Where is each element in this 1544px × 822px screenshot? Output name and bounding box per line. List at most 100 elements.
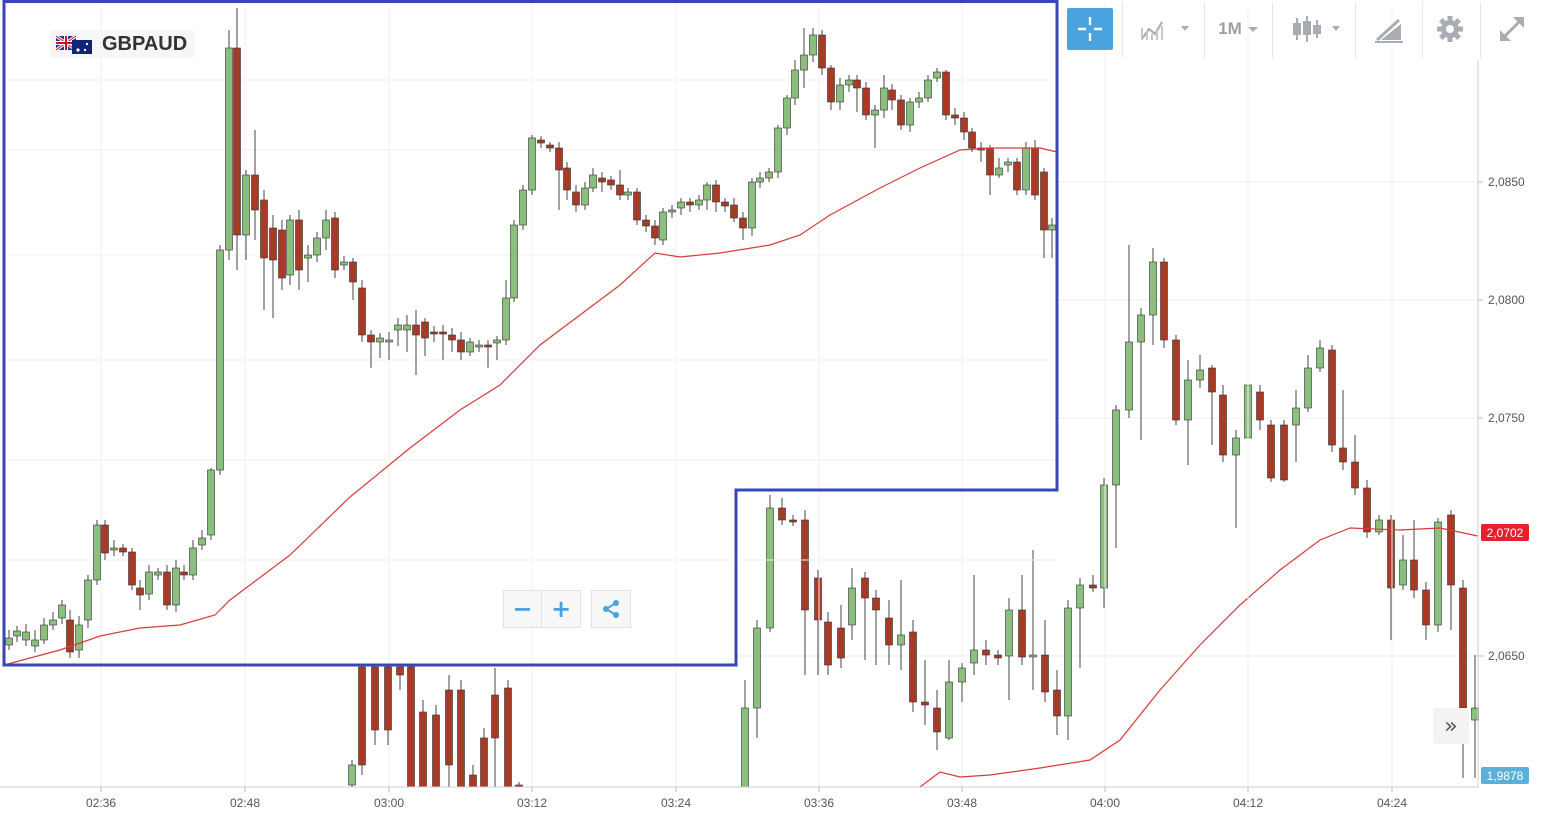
candle-down bbox=[371, 660, 379, 745]
candle-up bbox=[493, 336, 501, 360]
time-tick-label: 04:12 bbox=[1233, 796, 1263, 810]
candle-down bbox=[827, 65, 835, 110]
candle-up bbox=[31, 630, 39, 652]
candle-up bbox=[394, 318, 402, 346]
candle-up bbox=[313, 232, 321, 262]
candle-down bbox=[1351, 435, 1359, 495]
candle-up bbox=[242, 170, 250, 260]
candle-down bbox=[278, 220, 286, 290]
candle-up bbox=[1022, 142, 1030, 195]
symbol-name: GBPAUD bbox=[102, 32, 188, 55]
candle-down bbox=[1031, 140, 1039, 200]
candle-down bbox=[251, 130, 259, 240]
candle-down bbox=[128, 548, 136, 590]
overlay-grid bbox=[4, 3, 1393, 663]
candle-down bbox=[101, 520, 109, 560]
time-tick-label: 04:24 bbox=[1377, 796, 1407, 810]
zoom-in-button[interactable]: + bbox=[541, 590, 581, 628]
candle-up bbox=[49, 612, 57, 630]
candle-down bbox=[651, 220, 659, 245]
candle-up bbox=[880, 75, 888, 118]
chart-type-button[interactable] bbox=[1136, 8, 1196, 50]
candle-up bbox=[753, 620, 761, 738]
candle-down bbox=[933, 690, 941, 750]
zoom-out-button[interactable]: − bbox=[503, 590, 542, 628]
candle-down bbox=[1041, 620, 1049, 702]
candle-down bbox=[504, 680, 512, 788]
candle-down bbox=[853, 75, 861, 112]
candle-up bbox=[466, 338, 474, 356]
candle-up bbox=[22, 624, 30, 646]
candle-down bbox=[888, 84, 896, 110]
candle-down bbox=[862, 82, 870, 120]
candle-up bbox=[75, 616, 83, 658]
candle-down bbox=[982, 640, 990, 665]
candle-down bbox=[1053, 670, 1061, 735]
candle-up bbox=[348, 760, 356, 787]
candle-down bbox=[801, 510, 809, 675]
time-tick-label: 02:48 bbox=[230, 796, 260, 810]
candlestick-icon bbox=[1293, 16, 1340, 42]
price-tick-label: 2,0750 bbox=[1488, 411, 1525, 425]
candle-up bbox=[1100, 478, 1108, 608]
candle-down bbox=[119, 544, 127, 556]
symbol-label[interactable]: GBPAUD bbox=[50, 30, 196, 58]
candle-up bbox=[1292, 390, 1300, 462]
moving-average-line bbox=[919, 527, 1479, 788]
candle-up bbox=[915, 92, 923, 108]
candle-down bbox=[480, 728, 488, 788]
candle-up bbox=[93, 520, 101, 585]
candle-down bbox=[432, 705, 440, 788]
candle-up bbox=[945, 660, 953, 740]
candle-down bbox=[994, 650, 1002, 665]
time-tick-label: 03:00 bbox=[374, 796, 404, 810]
candle-down bbox=[384, 660, 392, 745]
candles-button[interactable] bbox=[1288, 8, 1348, 50]
candle-up bbox=[845, 75, 853, 92]
candle-down bbox=[1339, 390, 1347, 470]
candle-down bbox=[515, 782, 523, 788]
double-chevron-right-icon: » bbox=[1444, 713, 1458, 739]
candle-down bbox=[66, 610, 74, 658]
candle-down bbox=[572, 185, 580, 212]
settings-button[interactable] bbox=[1430, 8, 1470, 50]
time-tick-label: 03:36 bbox=[804, 796, 834, 810]
candle-down bbox=[909, 620, 917, 712]
candle-down bbox=[1267, 420, 1275, 482]
share-button[interactable] bbox=[591, 590, 631, 628]
candle-up bbox=[1005, 598, 1013, 700]
candle-up bbox=[286, 215, 294, 285]
candle-up bbox=[510, 220, 518, 302]
candle-down bbox=[1160, 258, 1168, 348]
candle-down bbox=[546, 142, 554, 152]
candle-up bbox=[1064, 600, 1072, 740]
candle-up bbox=[58, 600, 66, 624]
candle-down bbox=[607, 176, 615, 190]
candle-down bbox=[555, 142, 563, 210]
fullscreen-button[interactable] bbox=[1490, 8, 1534, 50]
candles-overlay bbox=[5, 8, 1056, 658]
candle-down bbox=[331, 212, 339, 278]
candle-up bbox=[84, 575, 92, 628]
crosshair-button[interactable] bbox=[1067, 8, 1113, 50]
timeframe-button[interactable]: 1M bbox=[1214, 8, 1264, 50]
candle-down bbox=[885, 600, 893, 665]
candle-down bbox=[1208, 365, 1216, 445]
candle-down bbox=[861, 572, 869, 660]
candle-down bbox=[686, 198, 694, 212]
candle-up bbox=[1471, 655, 1479, 778]
candle-up bbox=[581, 182, 589, 210]
scroll-right-button[interactable]: » bbox=[1433, 708, 1469, 744]
candle-down bbox=[1040, 168, 1048, 258]
drawing-tools-button[interactable] bbox=[1364, 8, 1414, 50]
candle-up bbox=[1029, 550, 1037, 690]
candle-down bbox=[1447, 510, 1455, 630]
candle-down bbox=[951, 108, 959, 125]
candle-up bbox=[1399, 535, 1407, 590]
candle-down bbox=[1387, 515, 1395, 640]
candle-up bbox=[340, 256, 348, 270]
candle-up bbox=[154, 568, 162, 580]
candle-up bbox=[322, 210, 330, 250]
zoom-in-label: + bbox=[550, 595, 572, 623]
